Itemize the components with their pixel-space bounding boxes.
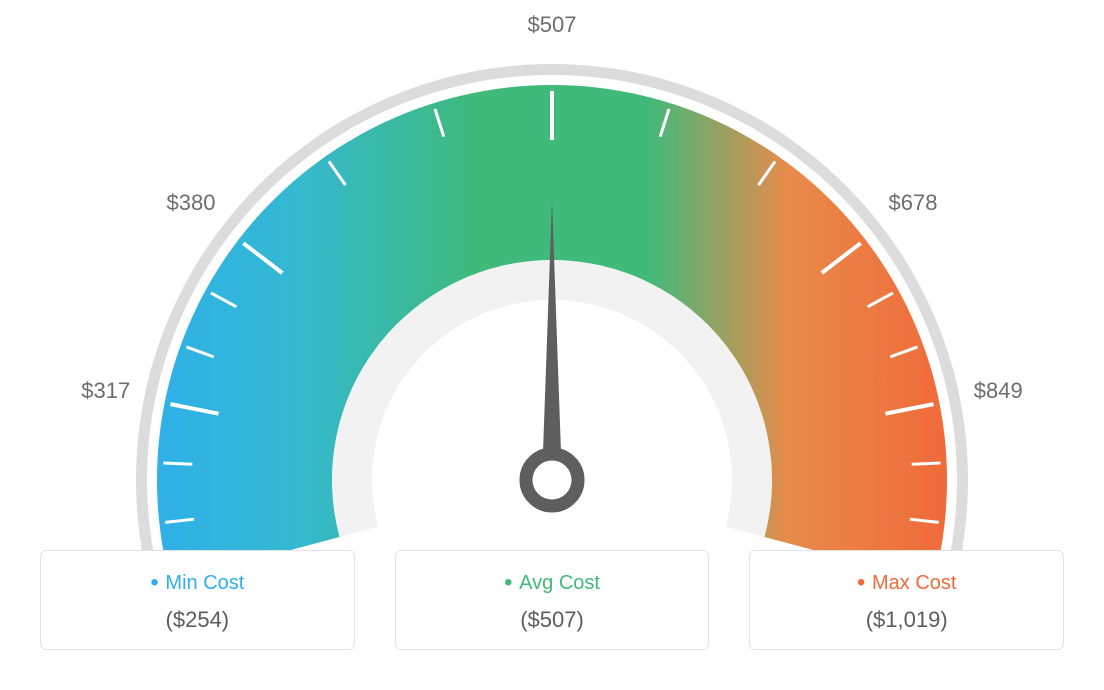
gauge-tick-label: $507 — [528, 12, 577, 37]
legend-max: Max Cost ($1,019) — [749, 550, 1064, 650]
legend-avg-label: Avg Cost — [406, 569, 699, 597]
gauge-chart: $254$317$380$507$678$849$1,019 — [0, 0, 1104, 550]
legend-min-label: Min Cost — [51, 569, 344, 597]
legend-min-value: ($254) — [51, 607, 344, 633]
legend-avg: Avg Cost ($507) — [395, 550, 710, 650]
gauge-hub — [526, 454, 578, 506]
legend-min: Min Cost ($254) — [40, 550, 355, 650]
legend: Min Cost ($254) Avg Cost ($507) Max Cost… — [0, 550, 1104, 650]
gauge-svg: $254$317$380$507$678$849$1,019 — [0, 0, 1104, 550]
gauge-tick-label: $317 — [81, 378, 130, 403]
legend-max-value: ($1,019) — [760, 607, 1053, 633]
legend-avg-value: ($507) — [406, 607, 699, 633]
gauge-tick-label: $678 — [888, 190, 937, 215]
gauge-tick-label: $849 — [974, 378, 1023, 403]
gauge-tick-label: $380 — [167, 190, 216, 215]
legend-max-label: Max Cost — [760, 569, 1053, 597]
